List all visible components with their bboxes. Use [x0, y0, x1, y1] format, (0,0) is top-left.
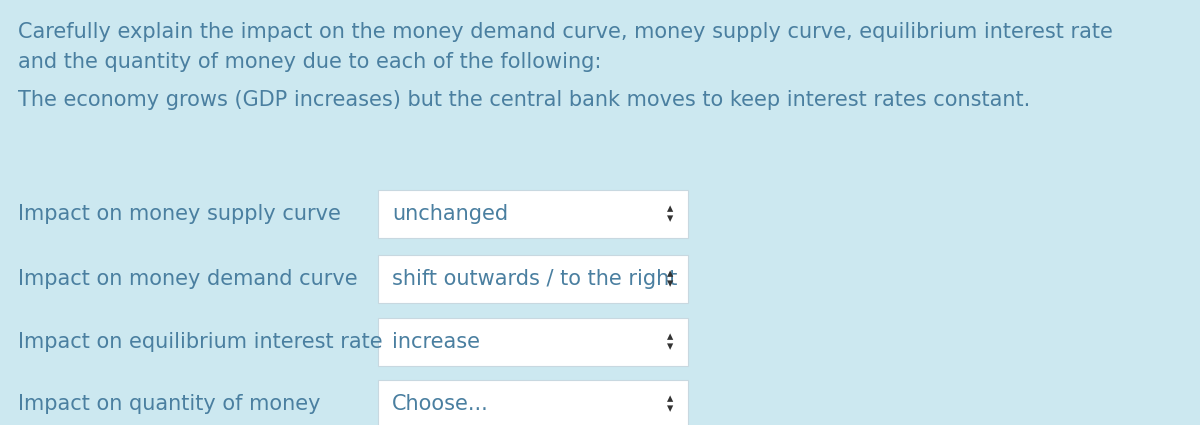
Text: ▾: ▾	[667, 340, 673, 354]
FancyBboxPatch shape	[378, 190, 688, 238]
Text: ▴: ▴	[667, 267, 673, 280]
FancyBboxPatch shape	[378, 255, 688, 303]
Text: ▴: ▴	[667, 331, 673, 343]
Text: Impact on quantity of money: Impact on quantity of money	[18, 394, 320, 414]
FancyBboxPatch shape	[378, 318, 688, 366]
Text: ▴: ▴	[667, 393, 673, 405]
Text: shift outwards / to the right: shift outwards / to the right	[392, 269, 677, 289]
Text: Impact on money demand curve: Impact on money demand curve	[18, 269, 358, 289]
Text: Impact on money supply curve: Impact on money supply curve	[18, 204, 341, 224]
Text: unchanged: unchanged	[392, 204, 508, 224]
Text: ▾: ▾	[667, 212, 673, 226]
Text: Carefully explain the impact on the money demand curve, money supply curve, equi: Carefully explain the impact on the mone…	[18, 22, 1112, 42]
Text: ▾: ▾	[667, 278, 673, 291]
Text: and the quantity of money due to each of the following:: and the quantity of money due to each of…	[18, 52, 601, 72]
FancyBboxPatch shape	[378, 380, 688, 425]
Text: The economy grows (GDP increases) but the central bank moves to keep interest ra: The economy grows (GDP increases) but th…	[18, 90, 1031, 110]
Text: Impact on equilibrium interest rate: Impact on equilibrium interest rate	[18, 332, 383, 352]
Text: ▾: ▾	[667, 402, 673, 416]
Text: Choose...: Choose...	[392, 394, 488, 414]
Text: ▴: ▴	[667, 202, 673, 215]
Text: increase: increase	[392, 332, 480, 352]
